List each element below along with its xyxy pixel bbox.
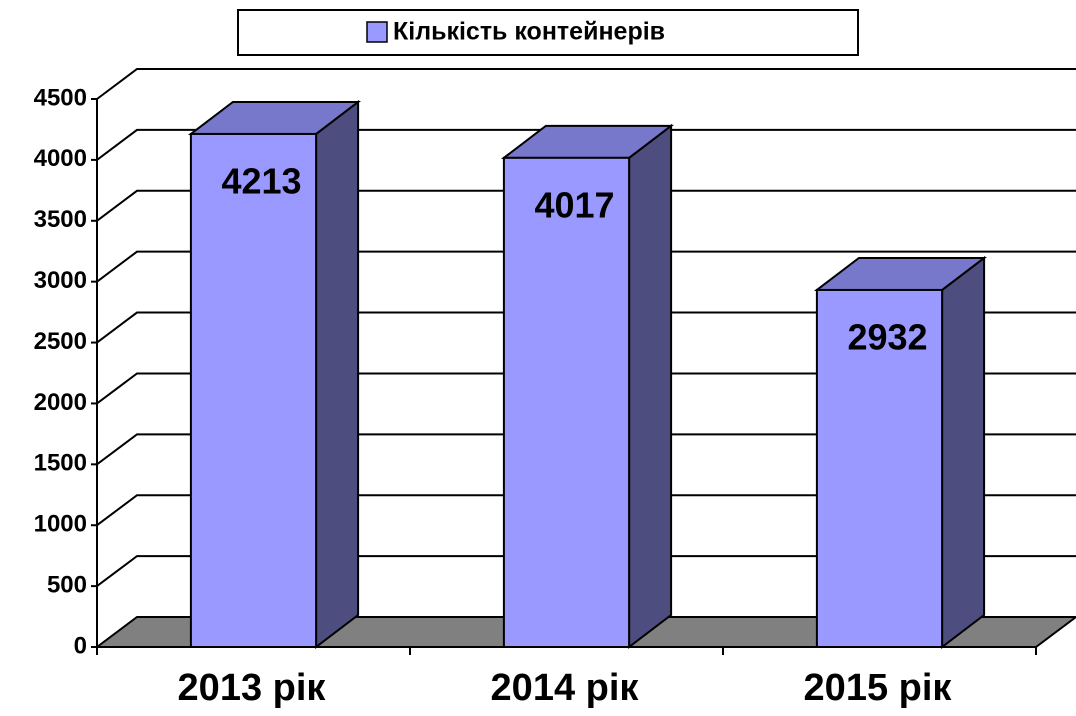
y-tick-label: 4000 bbox=[34, 145, 87, 172]
data-label: 2932 bbox=[847, 316, 927, 357]
x-tick-label: 2014 рік bbox=[491, 667, 640, 709]
y-tick-label: 1500 bbox=[34, 450, 87, 477]
grid-line bbox=[96, 555, 1076, 587]
bar bbox=[502, 156, 631, 648]
bar-side bbox=[941, 255, 986, 650]
bar-side bbox=[315, 99, 360, 650]
legend-swatch bbox=[366, 21, 388, 43]
legend-box bbox=[237, 9, 859, 56]
y-tick-label: 0 bbox=[74, 632, 87, 659]
y-tick-label: 3500 bbox=[34, 206, 87, 233]
y-tick-label: 3000 bbox=[34, 267, 87, 294]
bar bbox=[189, 132, 318, 649]
y-tick-label: 4500 bbox=[34, 84, 87, 111]
grid-line bbox=[96, 372, 1076, 405]
grid-line bbox=[96, 494, 1076, 527]
x-tick-label: 2013 рік bbox=[178, 667, 327, 709]
grid-line bbox=[96, 189, 1076, 222]
bar-side bbox=[628, 123, 673, 650]
y-tick-label: 2500 bbox=[34, 328, 87, 355]
data-label: 4017 bbox=[534, 184, 614, 225]
y-tick-label: 2000 bbox=[34, 389, 87, 416]
grid-line bbox=[96, 311, 1076, 344]
grid-line bbox=[96, 250, 1076, 283]
grid-line bbox=[96, 433, 1076, 466]
data-label: 4213 bbox=[221, 160, 301, 201]
grid-line bbox=[96, 68, 1076, 100]
bar bbox=[815, 288, 944, 648]
x-tick-label: 2015 рік bbox=[804, 667, 953, 709]
y-tick-label: 500 bbox=[47, 571, 87, 598]
y-tick-label: 1000 bbox=[34, 511, 87, 538]
grid-line bbox=[96, 128, 1076, 161]
legend-label: Кількість контейнерів bbox=[393, 18, 665, 46]
